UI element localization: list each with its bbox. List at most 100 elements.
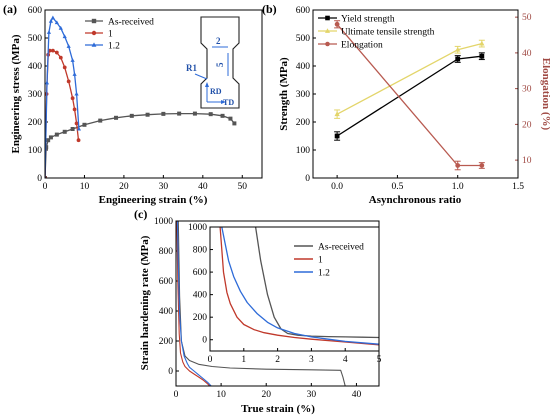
x-tick-label: 40 — [198, 182, 208, 192]
y-tick-label: 300 — [28, 90, 43, 100]
stress-strain-point — [228, 116, 233, 121]
stress-strain-point — [45, 145, 49, 150]
legend-label: Yield strength — [341, 15, 395, 25]
stress-strain-line-As-received — [45, 112, 235, 178]
panel-c-ylabel: Strain hardening rate (MPa) — [139, 235, 151, 370]
y-tick-label: 1000 — [188, 223, 207, 233]
ratio-line-Ultimate tensile strength — [336, 42, 482, 115]
x-tick-label: 50 — [238, 182, 248, 192]
y-tick-label: 600 — [159, 277, 174, 287]
x-tick-label: 10 — [216, 390, 226, 400]
stress-strain-point — [54, 132, 59, 137]
panel-a-label: (a) — [3, 2, 17, 16]
stress-strain-point — [114, 115, 119, 120]
rd-label: RD — [210, 87, 222, 96]
stress-strain-point — [58, 55, 63, 60]
x-tick-label: 0.5 — [391, 182, 403, 192]
stress-strain-point — [208, 112, 213, 117]
legend-label: As-received — [108, 18, 154, 28]
y-right-tick-label: 10 — [522, 156, 532, 166]
legend-label: 1 — [108, 30, 113, 40]
ratio-point — [334, 133, 340, 139]
x-tick-label: 4 — [343, 355, 348, 365]
stress-strain-point — [62, 129, 67, 134]
panel-c-legend: As-received 1 1.2 — [294, 243, 364, 279]
y-tick-label: 200 — [159, 337, 174, 347]
stress-strain-point — [70, 127, 75, 131]
panel-b-label: (b) — [262, 2, 277, 16]
stress-strain-point — [145, 112, 150, 117]
stress-strain-point — [50, 48, 55, 53]
stress-strain-point — [58, 25, 63, 30]
panel-c-inset-ticks: 0 1 2 3 4 5 0 200 400 600 800 1000 — [188, 223, 382, 365]
y-tick-label: 500 — [296, 34, 311, 44]
stress-strain-point — [129, 113, 134, 118]
x-tick-label: 30 — [159, 182, 169, 192]
legend-label: As-received — [318, 243, 364, 253]
legend-label: Elongation — [341, 41, 383, 51]
stress-strain-point — [54, 50, 59, 55]
panel-c-inset-bg — [210, 227, 379, 351]
specimen-radius-leader — [194, 73, 208, 80]
y-tick-label: 0 — [202, 336, 207, 346]
ratio-point — [479, 40, 485, 46]
x-tick-label: 1 — [241, 355, 246, 365]
y-tick-label: 0 — [305, 174, 310, 184]
x-tick-label: 0 — [208, 355, 213, 365]
stress-strain-point — [46, 138, 51, 143]
stress-strain-point — [220, 113, 225, 118]
panel-a-xlabel: Engineering strain (%) — [99, 194, 208, 206]
panel-a-frame — [44, 9, 263, 179]
stress-strain-point — [98, 118, 103, 123]
specimen-radius-label: R1 — [186, 63, 197, 73]
stress-strain-point — [76, 126, 82, 131]
y-tick-label: 400 — [193, 291, 208, 301]
stress-strain-point — [76, 138, 81, 143]
stress-strain-point — [66, 79, 71, 84]
panel-a-ylabel: Engineering stress (MPa) — [10, 34, 22, 153]
legend-marker — [91, 30, 97, 36]
stress-strain-point — [72, 72, 77, 76]
stress-strain-point — [45, 80, 50, 85]
rd-arrowhead — [205, 82, 209, 87]
panel-b-series — [334, 20, 485, 171]
legend-marker — [91, 18, 97, 24]
legend-marker — [325, 41, 330, 47]
legend-marker — [91, 42, 97, 47]
panel-b-frame — [312, 9, 519, 179]
y-tick-label: 200 — [193, 313, 208, 323]
y-right-tick-label: 50 — [522, 13, 532, 23]
specimen-outline — [200, 16, 240, 109]
stress-strain-point — [72, 107, 77, 112]
stress-strain-point — [48, 135, 53, 140]
y-tick-label: 500 — [28, 34, 43, 44]
ratio-point — [334, 111, 340, 117]
legend-label: 1 — [318, 256, 323, 266]
ratio-line-Yield strength — [336, 55, 482, 137]
y-tick-label: 800 — [159, 247, 174, 257]
panel-a-series — [45, 15, 237, 178]
y-tick-label: 400 — [28, 62, 43, 72]
stress-strain-point — [161, 111, 166, 116]
hardening-line-1.2 — [176, 221, 212, 386]
x-tick-label: 20 — [119, 182, 129, 192]
ratio-point — [334, 21, 340, 27]
y-tick-label: 800 — [193, 246, 208, 256]
ratio-point — [455, 56, 461, 62]
stress-strain-point — [70, 58, 75, 62]
legend-marker — [324, 28, 331, 33]
stress-strain-point — [70, 96, 75, 101]
x-tick-label: 0.0 — [331, 182, 343, 192]
y-tick-label: 400 — [159, 307, 174, 317]
y-tick-label: 1000 — [154, 217, 173, 227]
stress-strain-point — [74, 91, 79, 96]
x-tick-label: 2 — [275, 355, 280, 365]
y-tick-label: 600 — [296, 6, 311, 16]
y-tick-label: 100 — [296, 146, 311, 156]
x-tick-label: 0 — [43, 182, 48, 192]
panel-b-ticks: 0.0 0.5 1.0 1.5 0 100 200 300 400 500 600 10 20 30 40 5… — [296, 6, 532, 192]
stress-strain-point — [54, 20, 59, 25]
x-tick-label: 3 — [309, 355, 314, 365]
panel-c-inset: 0 1 2 3 4 5 0 200 400 600 800 1000 As-received 1 1.2 — [188, 223, 382, 365]
